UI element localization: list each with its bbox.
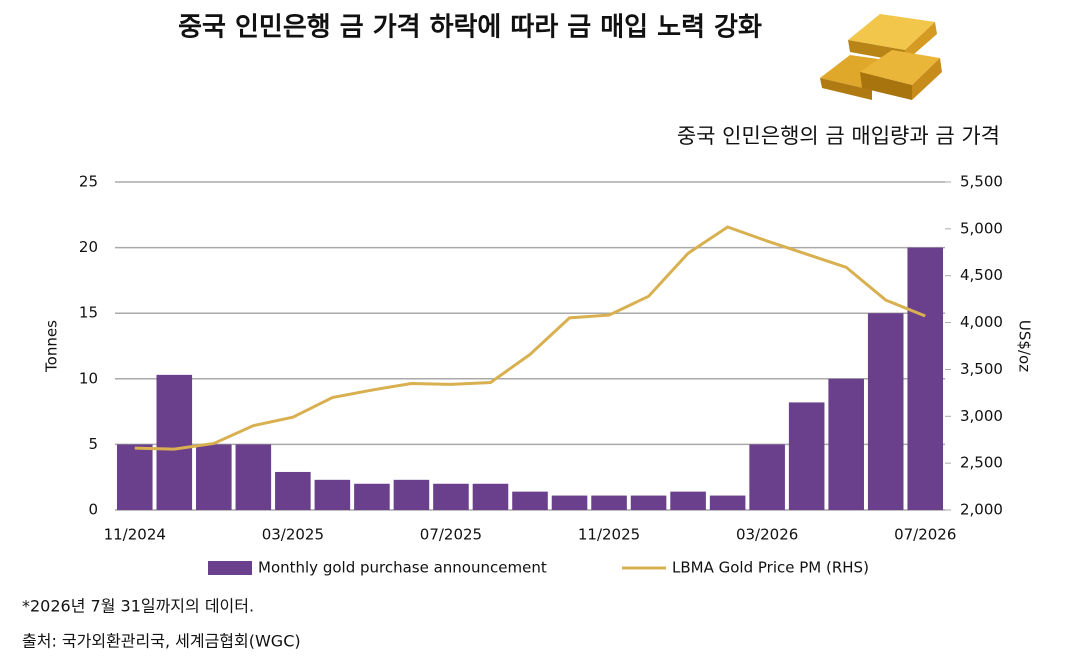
- x-tick-label: 07/2026: [894, 526, 956, 544]
- y2-tick-label: 2,500: [960, 454, 1003, 472]
- bar: [907, 247, 944, 510]
- bar: [196, 444, 232, 510]
- gold-bars-illustration: [820, 14, 942, 100]
- y2-tick-label: 3,000: [960, 407, 1003, 425]
- chart-title: 중국 인민은행 금 가격 하락에 따라 금 매입 노력 강화: [178, 13, 762, 43]
- bar: [709, 495, 746, 510]
- legend-swatch: [208, 561, 252, 575]
- x-tick-label: 11/2024: [104, 526, 166, 544]
- source: 출처: 국가외환관리국, 세계금협회(WGC): [22, 632, 301, 651]
- y2-tick-label: 3,500: [960, 360, 1003, 378]
- bar: [235, 444, 272, 510]
- bar: [828, 378, 864, 510]
- bar: [512, 491, 548, 510]
- y2-tick-label: 4,500: [960, 266, 1003, 284]
- bar: [591, 495, 627, 510]
- y-tick-label: 0: [88, 501, 98, 519]
- x-tick-label: 07/2025: [420, 526, 482, 544]
- bar: [472, 483, 509, 510]
- x-tick-label: 03/2025: [262, 526, 324, 544]
- y2-tick-label: 2,000: [960, 501, 1003, 519]
- x-tick-label: 03/2026: [736, 526, 798, 544]
- y-tick-label: 10: [79, 369, 98, 387]
- legend-label: Monthly gold purchase announcement: [258, 559, 547, 577]
- bar: [156, 374, 193, 510]
- price-line: [134, 225, 926, 451]
- y2-tick-label: 5,500: [960, 173, 1003, 191]
- bar: [749, 444, 785, 510]
- y2-tick-label: 5,000: [960, 219, 1003, 237]
- bar: [867, 313, 904, 510]
- bar: [788, 402, 825, 510]
- y-tick-label: 25: [79, 173, 98, 191]
- bar: [670, 491, 706, 510]
- bar: [116, 444, 153, 510]
- y2-tick-label: 4,000: [960, 313, 1003, 331]
- y2-axis-label: US$/oz: [1016, 320, 1034, 372]
- bar: [314, 479, 351, 510]
- y-tick-label: 20: [79, 238, 98, 256]
- bar: [551, 495, 588, 510]
- footnote: *2026년 7월 31일까지의 데이터.: [22, 597, 254, 616]
- x-tick-label: 11/2025: [578, 526, 640, 544]
- y-tick-label: 5: [88, 435, 98, 453]
- bar: [630, 495, 667, 510]
- bar: [433, 483, 469, 510]
- bar: [393, 479, 430, 510]
- chart-subtitle: 중국 인민은행의 금 매입량과 금 가격: [677, 124, 1000, 148]
- legend-label: LBMA Gold Price PM (RHS): [672, 559, 869, 577]
- y-tick-label: 15: [79, 304, 98, 322]
- y-axis-label: Tonnes: [43, 320, 61, 373]
- bar: [275, 471, 311, 510]
- bar: [354, 483, 390, 510]
